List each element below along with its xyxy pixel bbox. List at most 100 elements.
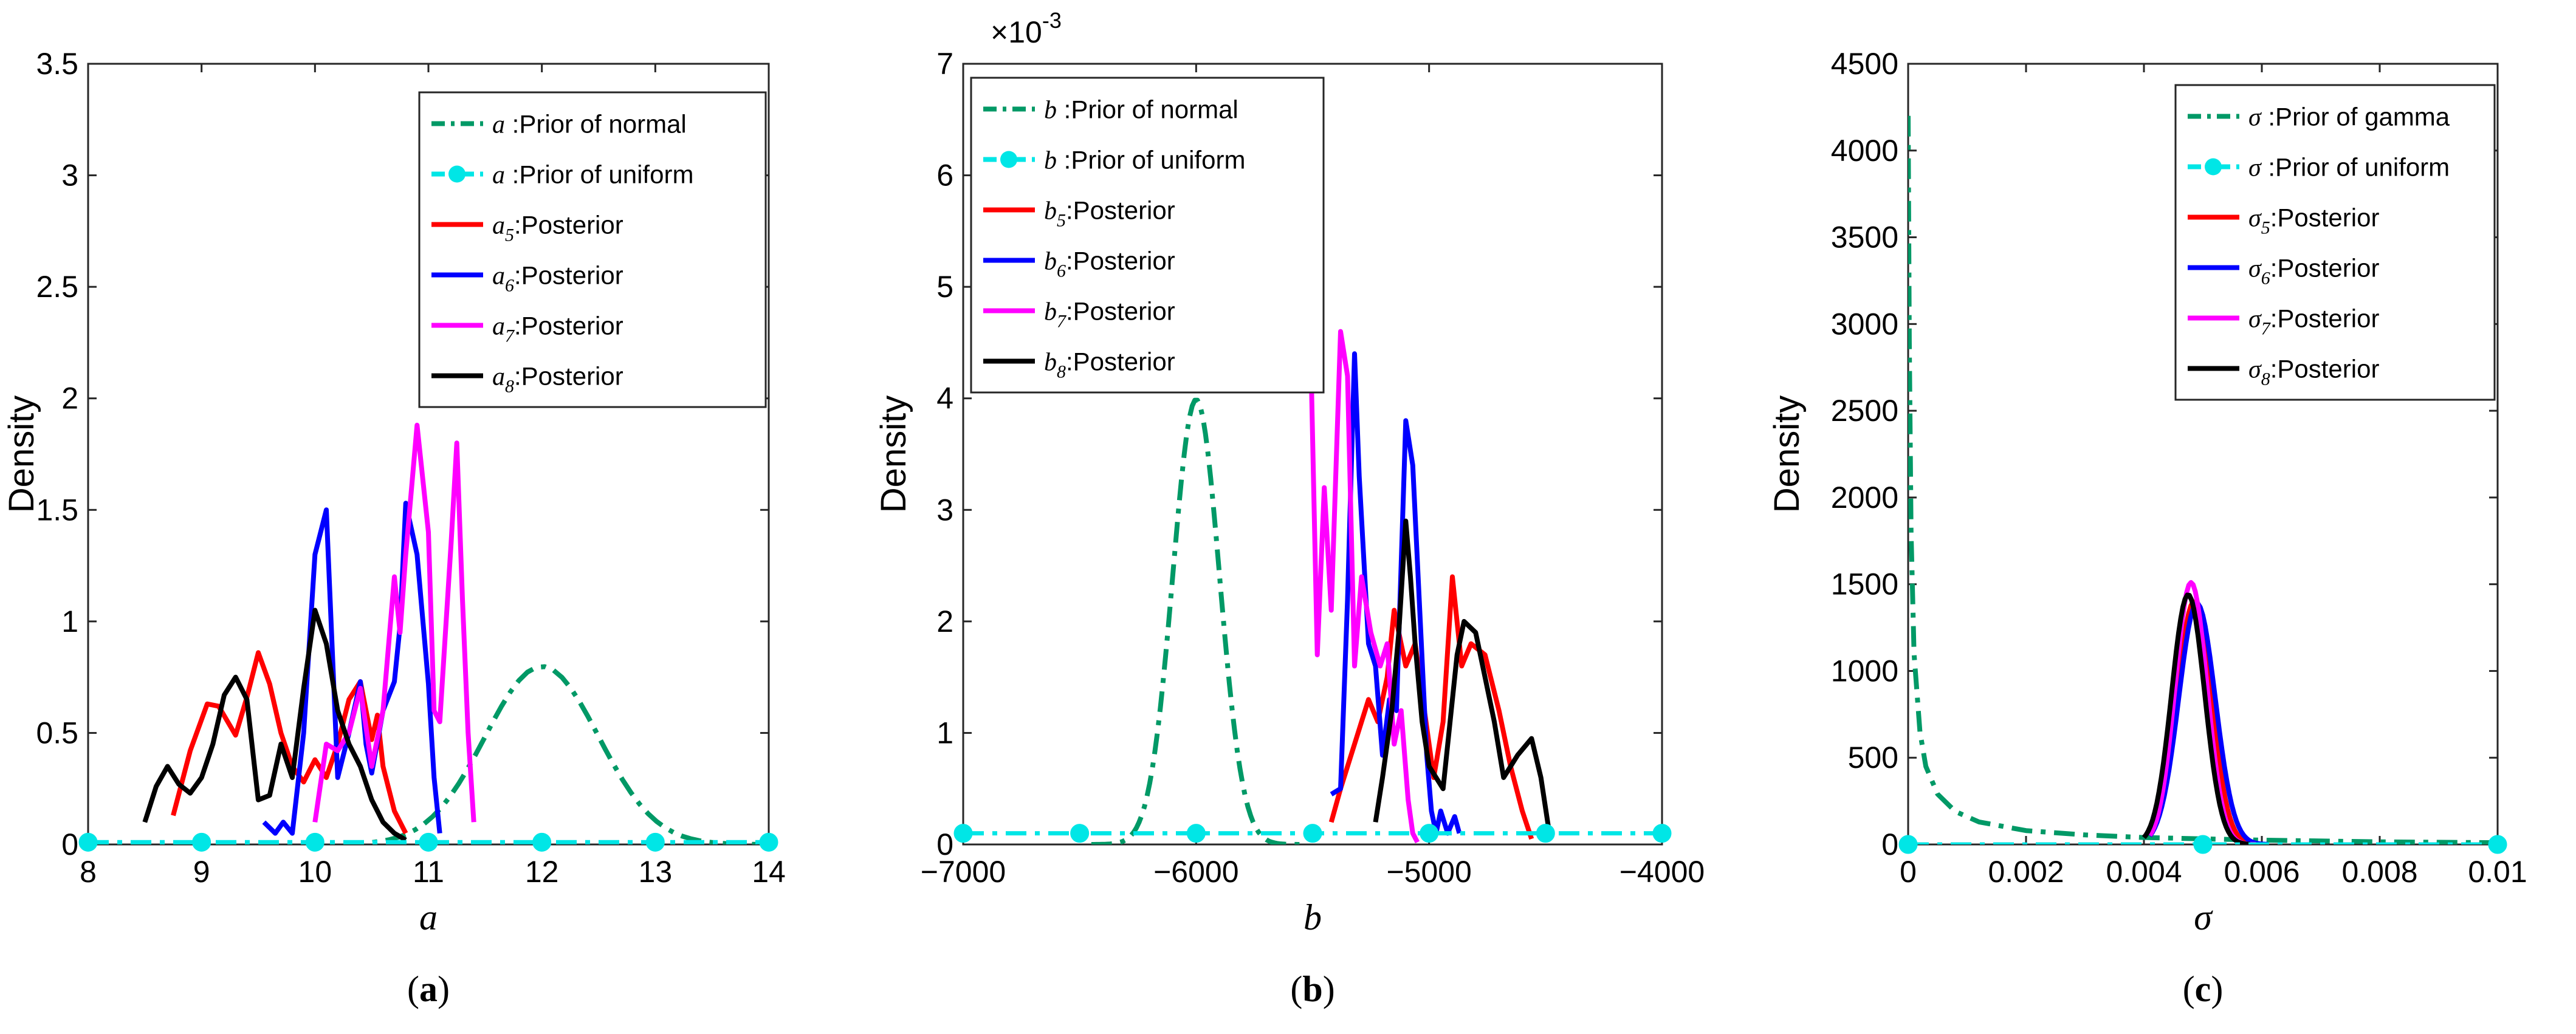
x-tick-label: 0.008: [2341, 855, 2417, 889]
y-tick-label: 1: [61, 604, 78, 639]
data-point: [532, 832, 552, 852]
x-tick-label: 0.002: [1988, 855, 2064, 889]
x-tick-label: 12: [525, 855, 559, 889]
x-tick-label: 9: [193, 855, 210, 889]
legend-subscript: 5: [2261, 218, 2270, 238]
data-point: [1652, 824, 1672, 843]
chart-c: 0 0.002 0.004 0.006 0.008 0.01 0 500 1000 1500 200…: [1767, 47, 2527, 1009]
data-point: [1898, 835, 1918, 854]
legend-subscript: 7: [1057, 312, 1067, 332]
y-exponent-power: -3: [1042, 8, 1062, 33]
legend-subscript: 8: [2261, 369, 2270, 389]
y-axis-label: Density: [2, 395, 41, 513]
legend-entry: b6:Posterior: [1044, 247, 1175, 281]
chart-a: 8 9 10 11 12 13 14 0 0.5 1 1.5 2 2.5 3 3.5 a Density a :P…: [2, 47, 786, 1009]
legend-marker: [1000, 151, 1017, 168]
legend-label: :Posterior: [2270, 355, 2380, 383]
x-axis-label: b: [1303, 897, 1322, 937]
legend-marker: [448, 165, 465, 183]
y-tick-label: 1.5: [36, 493, 78, 527]
legend-subscript: 6: [2261, 269, 2270, 289]
panel-label: (c): [2183, 969, 2224, 1009]
panel-label: (b): [1290, 969, 1334, 1009]
data-point: [1186, 824, 1206, 843]
x-tick-label: 13: [639, 855, 673, 889]
y-tick-label: 2500: [1831, 394, 1898, 428]
series-line-sigma8--8-posterior: [2142, 592, 2250, 844]
data-point: [305, 832, 325, 852]
data-point: [1536, 824, 1555, 843]
data-point: [2488, 835, 2507, 854]
legend-label: :Posterior: [514, 211, 623, 239]
y-axis-label: Density: [874, 395, 913, 513]
legend-label: :Posterior: [1066, 297, 1175, 326]
legend-symbol: a: [492, 313, 505, 341]
legend-entry: b7:Posterior: [1044, 297, 1175, 332]
legend-subscript: 8: [505, 377, 514, 397]
y-tick-label: 3000: [1831, 307, 1898, 341]
legend-symbol: a: [492, 212, 505, 240]
panel-label: (a): [407, 969, 450, 1009]
legend-entry: a6:Posterior: [492, 261, 623, 296]
legend-label: :Posterior: [514, 261, 623, 290]
legend-label: :Posterior: [2270, 254, 2380, 282]
legend-symbol: b: [1044, 349, 1057, 377]
y-tick-label: 1500: [1831, 567, 1898, 601]
legend-entry: a :Prior of normal: [492, 110, 687, 139]
legend-symbol: a: [492, 262, 505, 290]
series-line-b7-b7-posterior: [1298, 264, 1420, 844]
y-tick-label: 0.5: [36, 716, 78, 750]
legend-label: :Posterior: [1066, 247, 1175, 275]
x-tick-label: −5000: [1386, 855, 1471, 889]
series-line-sigma-prior-of-gamma: [1908, 115, 2498, 844]
x-tick-label: 0.01: [2468, 855, 2527, 889]
legend-subscript: 5: [1057, 211, 1066, 231]
y-tick-label: 3: [61, 159, 78, 193]
y-tick-label: 3500: [1831, 221, 1898, 255]
legend-label: :Posterior: [1066, 348, 1175, 376]
data-point: [2193, 835, 2213, 854]
legend-symbol: σ: [2248, 104, 2262, 132]
x-tick-label: 0.006: [2224, 855, 2300, 889]
y-tick-label: 0: [61, 827, 78, 861]
legend-label: :Prior of uniform: [2261, 153, 2450, 182]
x-tick-label: 10: [298, 855, 332, 889]
legend-entry: b5:Posterior: [1044, 196, 1175, 231]
y-tick-label: 2: [61, 382, 78, 416]
y-tick-label: 4000: [1831, 134, 1898, 168]
legend-symbol: σ: [2248, 205, 2262, 233]
legend-symbol: b: [1044, 298, 1057, 326]
legend-symbol: a: [492, 162, 505, 190]
x-axis-label: a: [419, 897, 438, 937]
legend-label: :Posterior: [2270, 204, 2380, 232]
x-tick-label: 11: [413, 855, 444, 889]
legend-symbol: σ: [2248, 306, 2262, 334]
y-tick-label: 3: [936, 493, 953, 527]
y-tick-label: 4: [936, 382, 953, 416]
y-tick-label: 2000: [1831, 481, 1898, 515]
legend-label: :Prior of normal: [1057, 95, 1238, 124]
legend-label: :Posterior: [2270, 304, 2380, 333]
series-line-a7-a7-posterior: [312, 422, 476, 823]
legend-label: :Posterior: [514, 312, 623, 340]
series-line-b-prior-of-normal: [1091, 397, 1301, 844]
y-axis-label: Density: [1767, 395, 1807, 513]
y-tick-label: 1: [936, 716, 953, 750]
y-tick-label: 1000: [1831, 654, 1898, 688]
series-line-sigma6--6-posterior: [2148, 601, 2268, 844]
legend-label: :Prior of gamma: [2261, 103, 2450, 131]
data-point: [419, 832, 438, 852]
legend-symbol: a: [492, 111, 505, 139]
series-line-a-prior-of-normal: [88, 664, 769, 844]
legend-entry: b :Prior of uniform: [1044, 146, 1245, 175]
legend-subscript: 6: [1057, 261, 1066, 281]
legend-box: [2174, 84, 2496, 401]
legend-entry: a8:Posterior: [492, 362, 623, 397]
data-point: [1303, 824, 1322, 843]
y-tick-label: 3.5: [36, 47, 78, 81]
y-tick-label: 0: [936, 827, 953, 861]
legend-symbol: a: [492, 363, 505, 391]
series-line-a8-a8-posterior: [142, 608, 407, 843]
legend-subscript: 6: [505, 276, 514, 296]
